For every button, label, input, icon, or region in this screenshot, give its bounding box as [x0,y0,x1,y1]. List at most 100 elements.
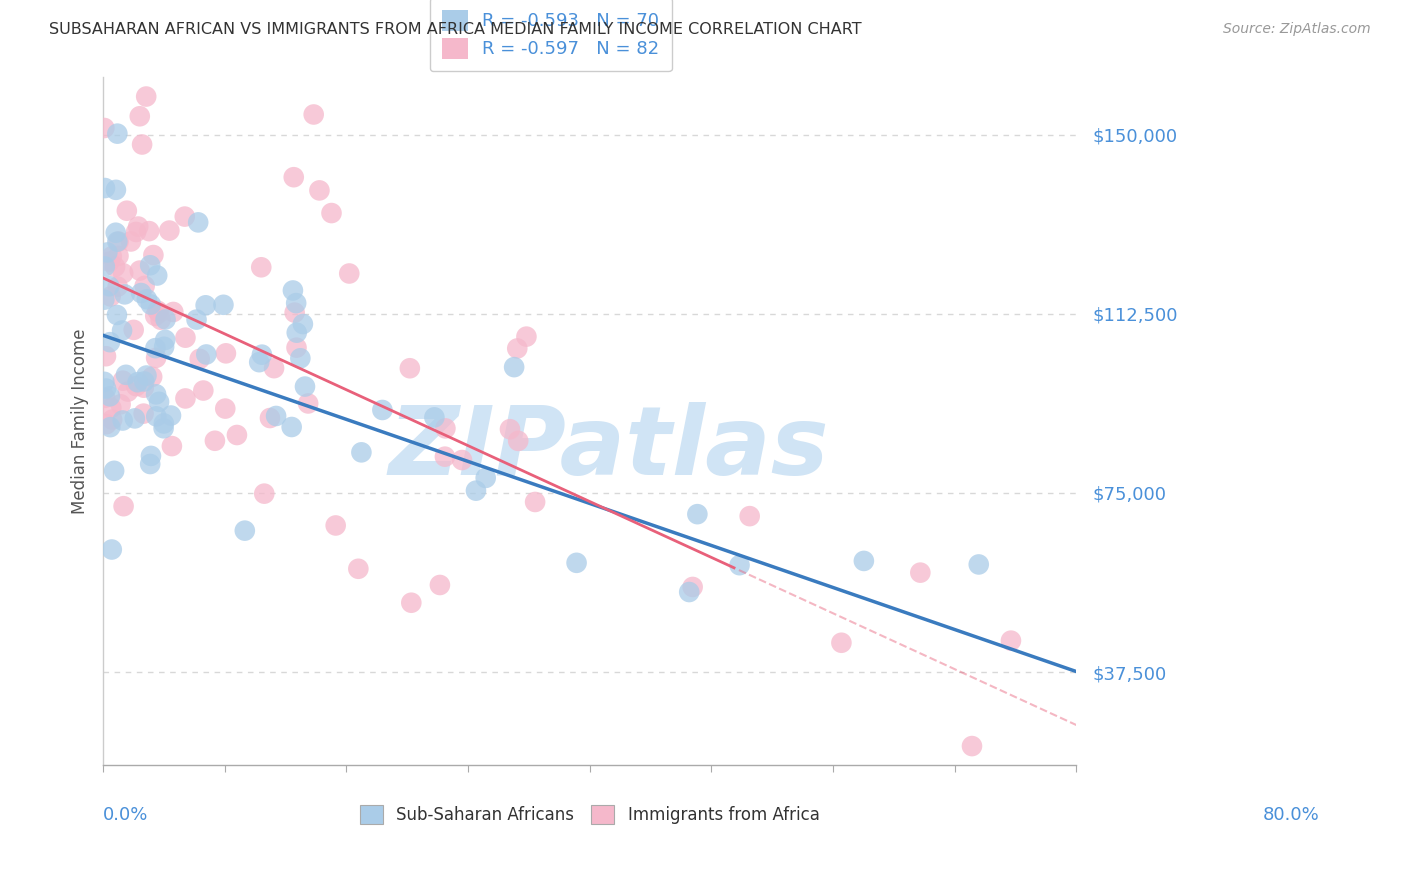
Point [104,226,127,240]
Point [111,324,134,338]
Point [247,355,270,369]
Point [145,409,167,424]
Point [101,542,124,557]
Point [155,312,177,326]
Point [967,558,990,572]
Point [263,361,285,376]
Point [138,224,160,238]
Point [134,375,156,389]
Point [143,309,166,323]
Point [103,464,125,478]
Point [214,401,236,416]
Point [93,293,115,307]
Point [117,384,139,399]
Point [294,379,316,393]
Point [94,382,117,396]
Point [96,245,118,260]
Point [682,580,704,594]
Point [127,219,149,234]
Point [98,279,121,293]
Point [139,258,162,272]
Point [104,260,127,274]
Point [250,348,273,362]
Legend: Sub-Saharan Africans, Immigrants from Africa: Sub-Saharan Africans, Immigrants from Af… [352,797,828,832]
Point [139,449,162,463]
Point [100,401,122,415]
Point [308,183,330,197]
Point [142,248,165,262]
Point [139,297,162,311]
Point [852,554,875,568]
Point [280,420,302,434]
Point [135,292,157,306]
Point [204,434,226,448]
Point [94,181,117,195]
Point [146,303,169,318]
Point [107,279,129,293]
Point [215,346,238,360]
Point [134,279,156,293]
Point [157,223,180,237]
Text: SUBSAHARAN AFRICAN VS IMMIGRANTS FROM AFRICA MEDIAN FAMILY INCOME CORRELATION CH: SUBSAHARAN AFRICAN VS IMMIGRANTS FROM AF… [49,22,862,37]
Point [105,235,128,249]
Point [111,374,134,388]
Point [398,361,420,376]
Point [195,347,218,361]
Point [465,483,488,498]
Point [115,203,138,218]
Point [174,331,197,345]
Point [145,351,167,365]
Point [830,636,852,650]
Point [107,235,129,249]
Point [105,308,128,322]
Point [187,215,209,229]
Point [434,421,457,435]
Point [173,210,195,224]
Point [146,268,169,283]
Point [145,341,167,355]
Point [433,450,456,464]
Point [148,394,170,409]
Point [186,312,208,326]
Point [153,340,176,354]
Point [120,235,142,249]
Point [910,566,932,580]
Point [145,387,167,401]
Point [125,379,148,393]
Point [135,368,157,383]
Point [347,562,370,576]
Point [283,170,305,185]
Point [194,298,217,312]
Point [188,351,211,366]
Point [107,249,129,263]
Point [98,254,121,268]
Point [401,596,423,610]
Point [98,420,121,434]
Point [115,368,138,382]
Point [160,409,183,423]
Point [508,434,530,448]
Point [93,120,115,135]
Point [112,499,135,513]
Point [423,410,446,425]
Point [290,351,312,366]
Point [112,266,135,280]
Point [155,333,177,347]
Point [152,421,174,435]
Point [284,305,307,319]
Point [162,305,184,319]
Point [127,376,149,390]
Y-axis label: Median Family Income: Median Family Income [72,328,89,514]
Point [371,403,394,417]
Point [132,407,155,421]
Point [135,89,157,103]
Point [226,428,249,442]
Point [350,445,373,459]
Point [110,397,132,411]
Point [128,263,150,277]
Point [253,486,276,500]
Point [297,396,319,410]
Point [524,495,547,509]
Point [124,411,146,425]
Point [212,298,235,312]
